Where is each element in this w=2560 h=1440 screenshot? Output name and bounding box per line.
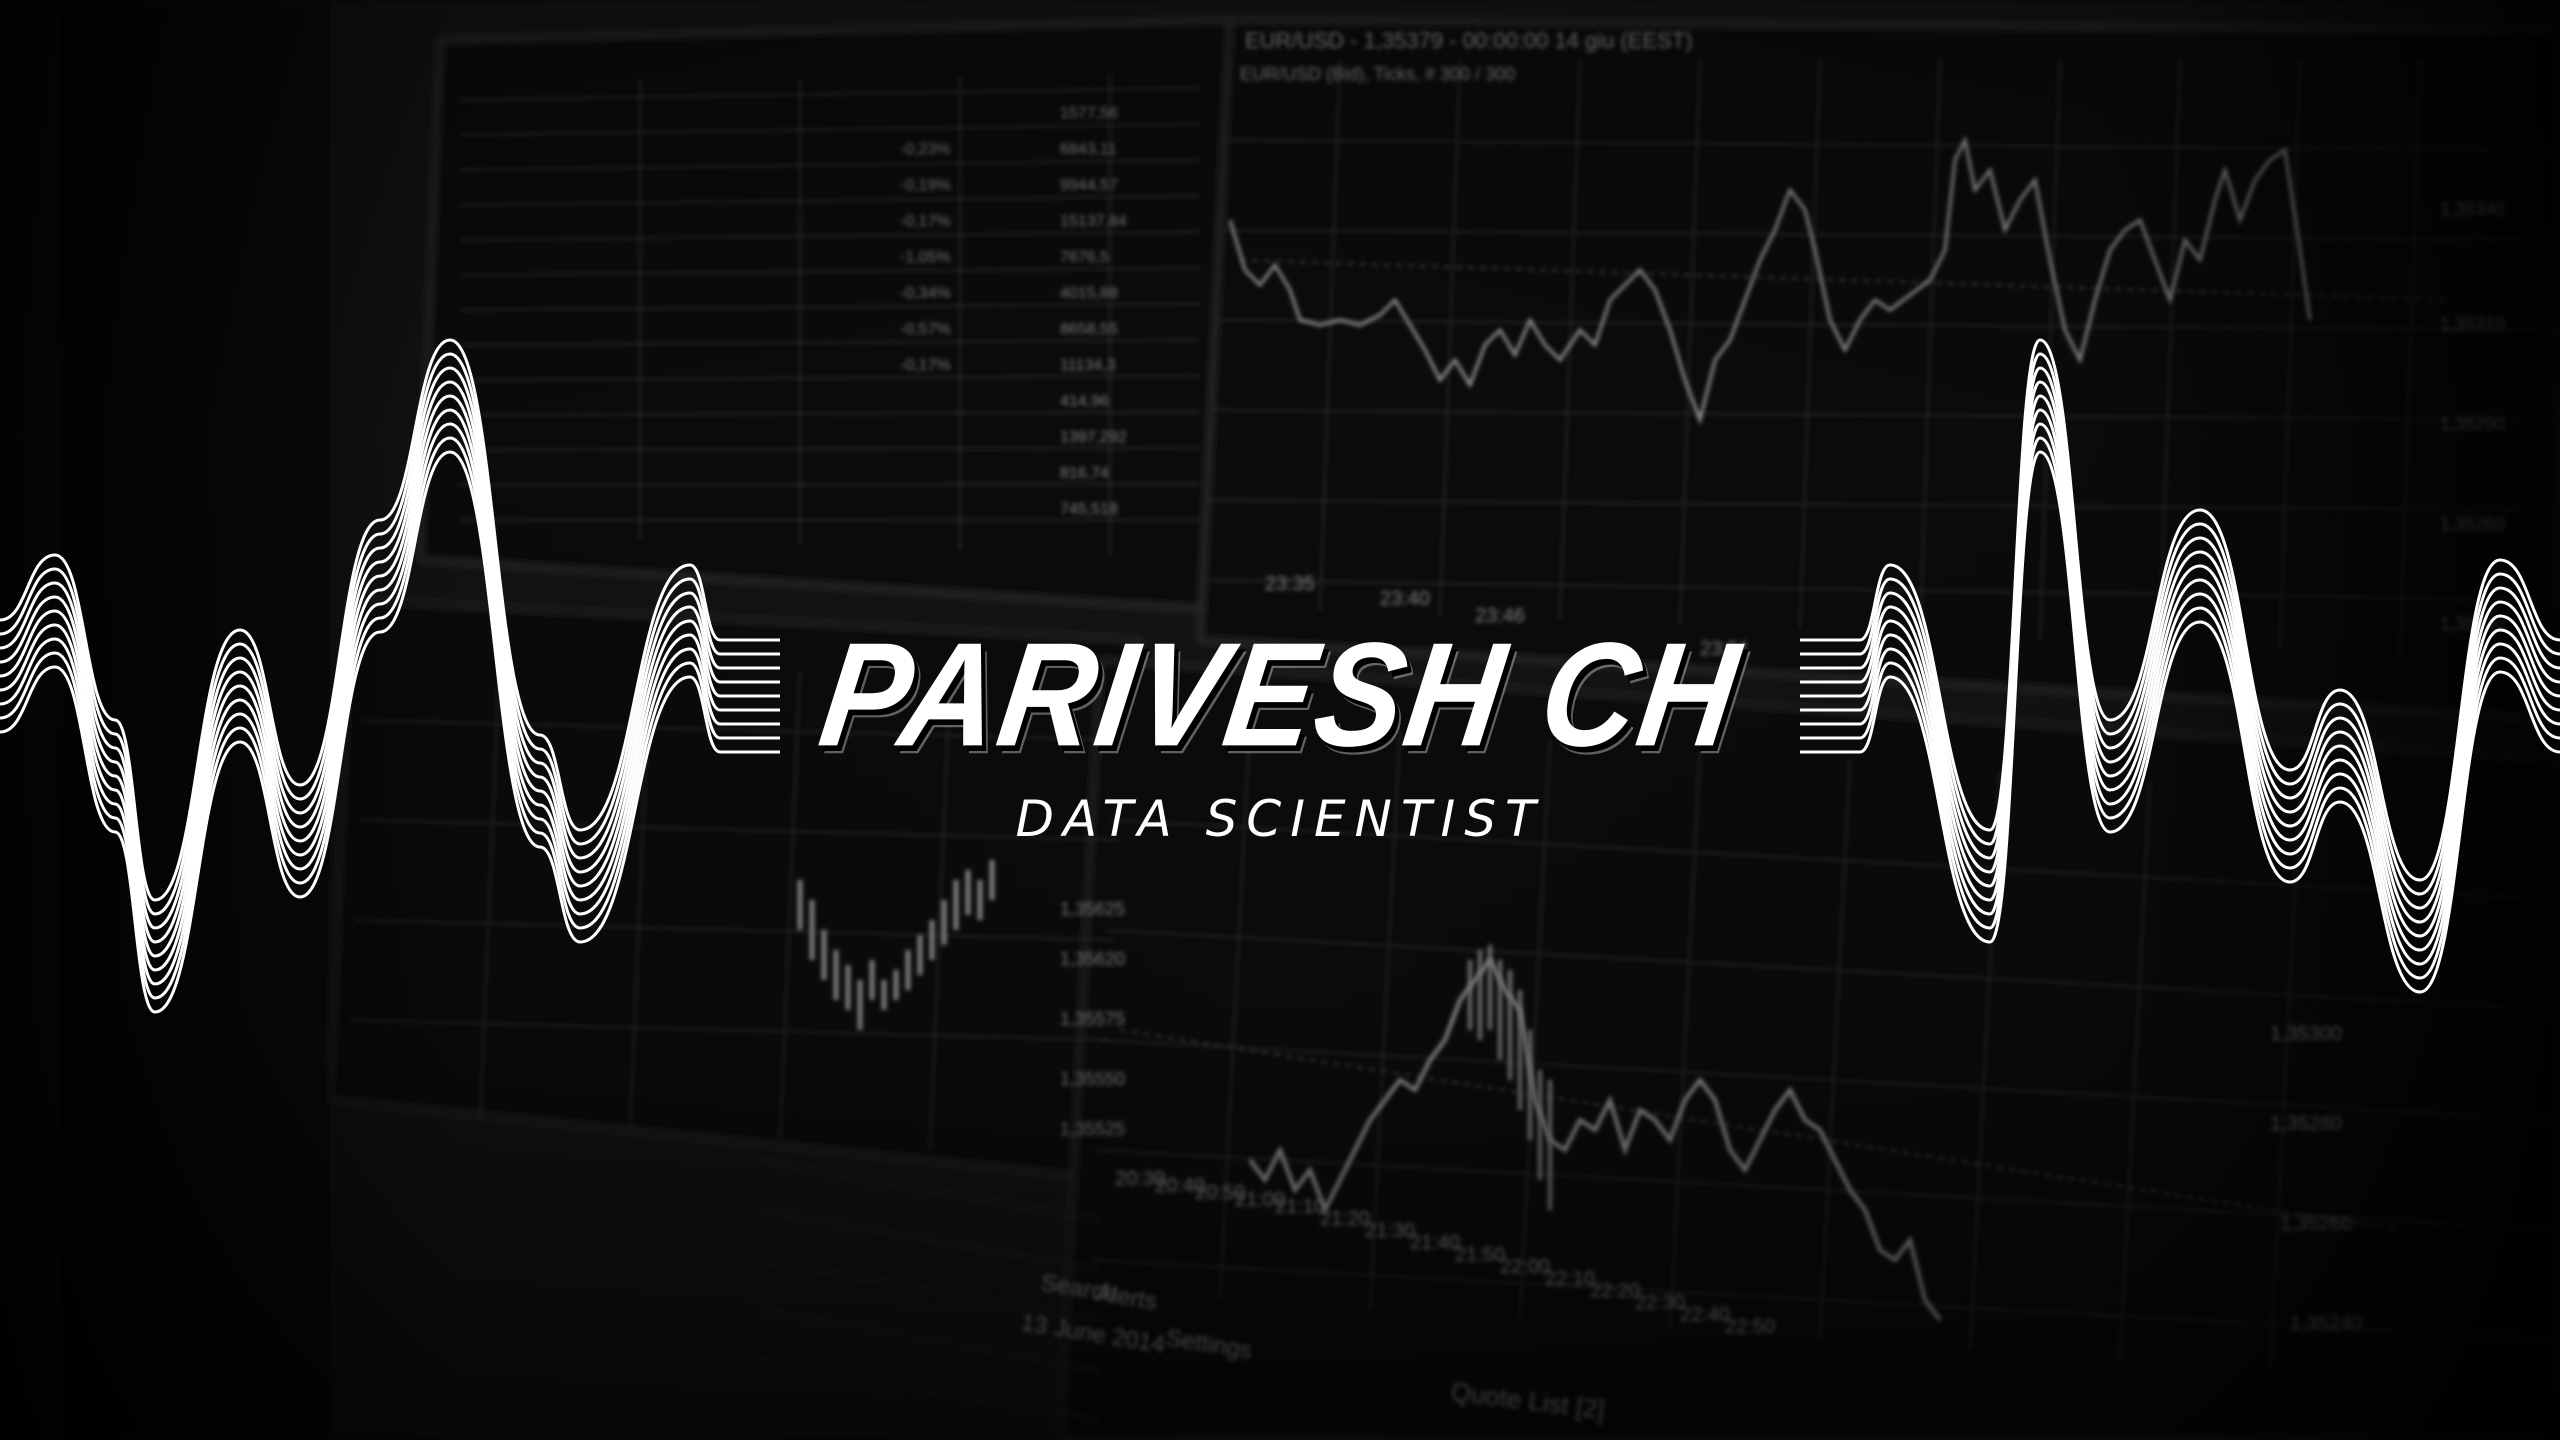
wave-line	[1799, 380, 2560, 924]
wave-line	[1800, 394, 2560, 938]
wave-line	[1800, 366, 2560, 910]
wave-line	[0, 352, 780, 916]
wave-line	[0, 366, 780, 930]
wave-line	[1799, 338, 2560, 882]
left-wave-icon	[0, 338, 780, 1014]
right-wave-icon	[1799, 338, 2560, 994]
profile-name: PARIVESH CH	[811, 612, 1749, 777]
wave-line	[1800, 408, 2560, 952]
wave-line	[1800, 450, 2560, 994]
wave-line	[0, 450, 780, 1014]
wave-line	[0, 422, 780, 986]
wave-line	[0, 394, 780, 958]
wave-line	[0, 380, 780, 944]
title-block: PARIVESH CH DATA SCIENTIST	[780, 612, 1780, 900]
wave-line	[1800, 436, 2560, 980]
profile-role: DATA SCIENTIST	[1015, 790, 1545, 848]
wave-line	[0, 436, 780, 1000]
wave-line	[0, 408, 780, 972]
wave-line	[1800, 352, 2560, 896]
wave-line	[1799, 422, 2560, 966]
wave-line	[0, 338, 780, 902]
